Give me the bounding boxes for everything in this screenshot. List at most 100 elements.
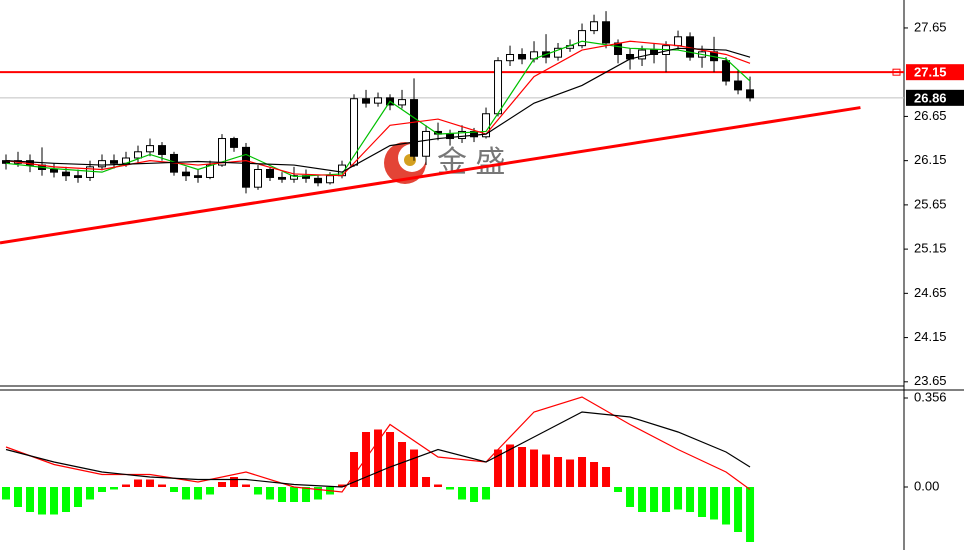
candle-body <box>326 175 335 184</box>
y-tick-label: 26.15 <box>914 152 947 167</box>
candle-body <box>614 42 623 55</box>
y-tick-label: 0.356 <box>914 389 947 404</box>
histogram-bar <box>338 484 347 487</box>
histogram-bar <box>626 487 635 507</box>
histogram-bar <box>110 487 119 490</box>
indicator-line <box>5 47 751 173</box>
candle-body <box>62 171 71 177</box>
histogram-bar <box>254 487 263 495</box>
histogram-bar <box>446 487 455 490</box>
histogram-bar <box>2 487 11 500</box>
trendline <box>0 106 861 245</box>
candle-body <box>518 53 527 60</box>
histogram-bar <box>386 432 395 487</box>
histogram-bar <box>206 487 215 495</box>
candle-body <box>602 21 611 44</box>
candle-body <box>134 151 143 159</box>
candle-body <box>374 97 383 104</box>
candle-body <box>206 164 215 178</box>
histogram-bar <box>278 487 287 502</box>
histogram-bar <box>698 487 707 517</box>
candle-body <box>746 89 755 99</box>
price-marker <box>892 68 901 76</box>
histogram-bar <box>26 487 35 512</box>
candle-body <box>494 60 503 115</box>
histogram-bar <box>722 487 731 525</box>
candle-body <box>446 133 455 140</box>
candle-body <box>578 30 587 47</box>
histogram-bar <box>746 487 755 542</box>
candle-body <box>422 130 431 157</box>
histogram-bar <box>50 487 59 515</box>
y-tick-label: 0.00 <box>914 478 939 493</box>
histogram-bar <box>314 487 323 500</box>
candle-body <box>110 160 119 164</box>
histogram-bar <box>410 449 419 487</box>
candle-body <box>146 145 155 153</box>
candle-body <box>242 146 251 188</box>
histogram-bar <box>134 479 143 487</box>
histogram-bar <box>650 487 659 512</box>
histogram-bar <box>38 487 47 515</box>
candle-body <box>266 168 275 178</box>
candle-body <box>194 175 203 178</box>
candle-body <box>230 138 239 148</box>
histogram-bar <box>422 477 431 487</box>
histogram-bar <box>350 452 359 487</box>
histogram-bar <box>434 484 443 487</box>
logo-dot <box>404 154 416 166</box>
candle-body <box>86 166 95 178</box>
candle-body <box>158 145 167 155</box>
candle-body <box>98 160 107 168</box>
histogram-bar <box>362 432 371 487</box>
price-label: 27.15 <box>914 65 947 80</box>
histogram-bar <box>122 484 131 487</box>
histogram-bar <box>638 487 647 512</box>
histogram-bar <box>566 459 575 487</box>
y-tick-label: 24.65 <box>914 285 947 300</box>
price-label: 26.86 <box>914 90 947 105</box>
histogram-bar <box>374 429 383 487</box>
histogram-bar <box>662 487 671 512</box>
candle-body <box>50 168 59 173</box>
y-tick-label: 23.65 <box>914 373 947 388</box>
candle-body <box>554 47 563 58</box>
histogram-bar <box>146 479 155 487</box>
histogram-bar <box>482 487 491 500</box>
indicator-line <box>5 396 751 493</box>
histogram-bar <box>290 487 299 502</box>
y-tick-label: 25.15 <box>914 241 947 256</box>
candle-body <box>254 168 263 188</box>
histogram-bar <box>74 487 83 507</box>
histogram-bar <box>98 487 107 492</box>
histogram-bar <box>62 487 71 512</box>
histogram-bar <box>614 487 623 492</box>
histogram-bar <box>302 487 311 502</box>
histogram-bar <box>710 487 719 520</box>
histogram-bar <box>602 467 611 487</box>
histogram-bar <box>590 462 599 487</box>
histogram-bar <box>458 487 467 500</box>
y-tick-label: 27.65 <box>914 19 947 34</box>
histogram-bar <box>266 487 275 500</box>
candle-body <box>734 80 743 91</box>
candle-body <box>506 53 515 62</box>
candle-body <box>398 99 407 106</box>
histogram-bar <box>470 487 479 502</box>
histogram-bar <box>230 477 239 487</box>
histogram-bar <box>494 449 503 487</box>
candle-body <box>638 49 647 60</box>
price-label-box <box>906 89 964 106</box>
histogram-bar <box>542 454 551 487</box>
candle-body <box>314 177 323 184</box>
histogram-bar <box>674 487 683 510</box>
candle-body <box>2 160 11 164</box>
histogram-bar <box>686 487 695 512</box>
candle-body <box>362 98 371 104</box>
histogram-bar <box>218 482 227 487</box>
histogram-bar <box>578 457 587 487</box>
indicator-line <box>5 411 751 488</box>
histogram-bar <box>518 447 527 487</box>
